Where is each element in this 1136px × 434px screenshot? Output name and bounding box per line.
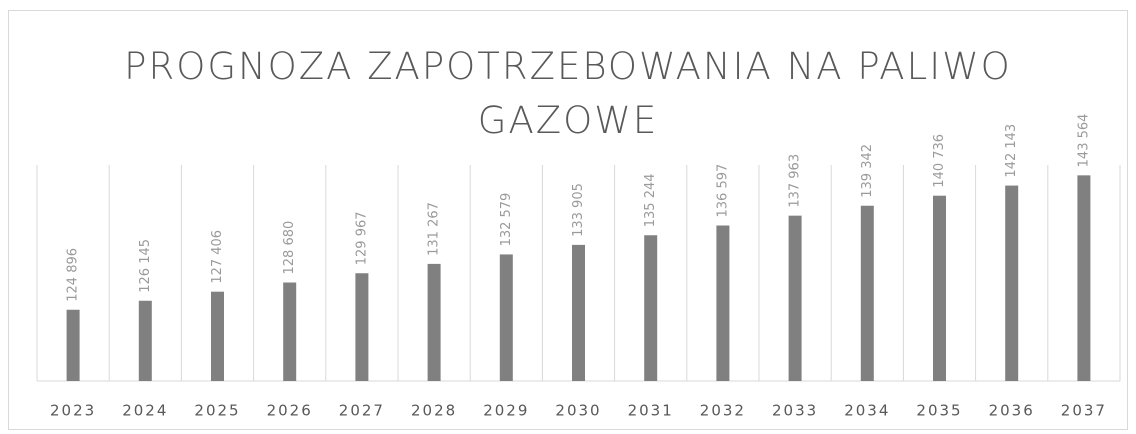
bar (1077, 175, 1091, 381)
value-label: 140 736 (932, 134, 947, 188)
bar (788, 215, 802, 381)
value-label: 136 597 (715, 164, 730, 218)
x-tick-label: 2024 (122, 402, 168, 420)
x-tick-label: 2034 (844, 402, 890, 420)
value-label: 126 145 (138, 239, 153, 293)
bar (1005, 185, 1019, 381)
x-tick-label: 2028 (411, 402, 457, 420)
bar (283, 282, 297, 381)
x-tick-label: 2032 (700, 402, 746, 420)
chart-frame (8, 10, 1128, 430)
value-label: 143 564 (1076, 114, 1091, 168)
x-tick-label: 2023 (50, 402, 96, 420)
x-tick-label: 2037 (1061, 402, 1107, 420)
value-label: 131 267 (427, 202, 442, 256)
value-label: 139 342 (860, 144, 875, 198)
bar (499, 254, 513, 381)
value-label: 132 579 (499, 193, 514, 247)
bar (211, 291, 224, 381)
value-label: 133 905 (571, 183, 586, 237)
x-tick-label: 2035 (916, 402, 962, 420)
value-label: 135 244 (643, 173, 658, 227)
value-label: 124 896 (66, 248, 81, 302)
chart-title: PROGNOZA ZAPOTRZEBOWANIA NA PALIWO GAZOW… (124, 45, 1012, 142)
bar (138, 300, 152, 381)
x-tick-label: 2026 (267, 402, 313, 420)
value-label: 128 680 (282, 221, 297, 275)
bar (716, 225, 730, 381)
value-label: 129 967 (354, 211, 369, 265)
bar (355, 273, 369, 381)
x-tick-label: 2025 (194, 402, 240, 420)
bar (860, 205, 874, 381)
x-tick-label: 2033 (772, 402, 818, 420)
x-tick-label: 2030 (555, 402, 601, 420)
bar (933, 195, 946, 381)
x-tick-label: 2036 (989, 402, 1035, 420)
value-label: 127 406 (210, 230, 225, 284)
x-tick-label: 2029 (483, 402, 529, 420)
value-label: 142 143 (1004, 124, 1019, 178)
bar (644, 235, 658, 381)
bar (427, 263, 441, 381)
x-tick-label: 2027 (339, 402, 385, 420)
bar (572, 244, 585, 381)
value-label: 137 963 (788, 154, 803, 208)
bar (66, 309, 80, 381)
x-tick-label: 2031 (628, 402, 674, 420)
